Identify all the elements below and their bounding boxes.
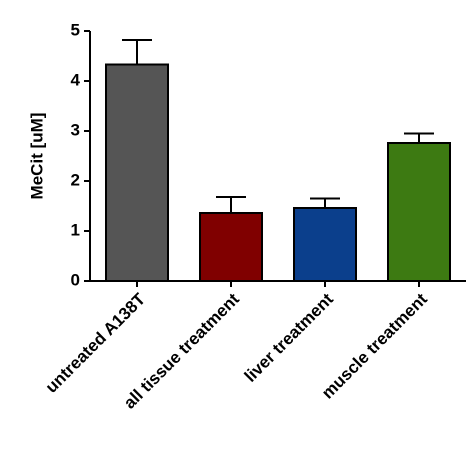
y-axis-label: MeCit [uM] — [27, 113, 46, 200]
bar — [105, 63, 169, 282]
y-tick-label: 2 — [71, 170, 80, 189]
x-tick-label: liver treatment — [241, 289, 338, 386]
bar — [293, 207, 357, 282]
y-tick-label: 4 — [71, 70, 81, 89]
y-tick-label: 0 — [71, 270, 80, 289]
x-tick-label: muscle treatment — [318, 289, 431, 402]
bar — [199, 212, 263, 282]
y-tick-label: 5 — [71, 20, 80, 39]
x-tick-label: untreated A138T — [42, 289, 150, 397]
y-tick-label: 3 — [71, 120, 80, 139]
y-tick-label: 1 — [71, 220, 80, 239]
bar — [387, 142, 451, 282]
